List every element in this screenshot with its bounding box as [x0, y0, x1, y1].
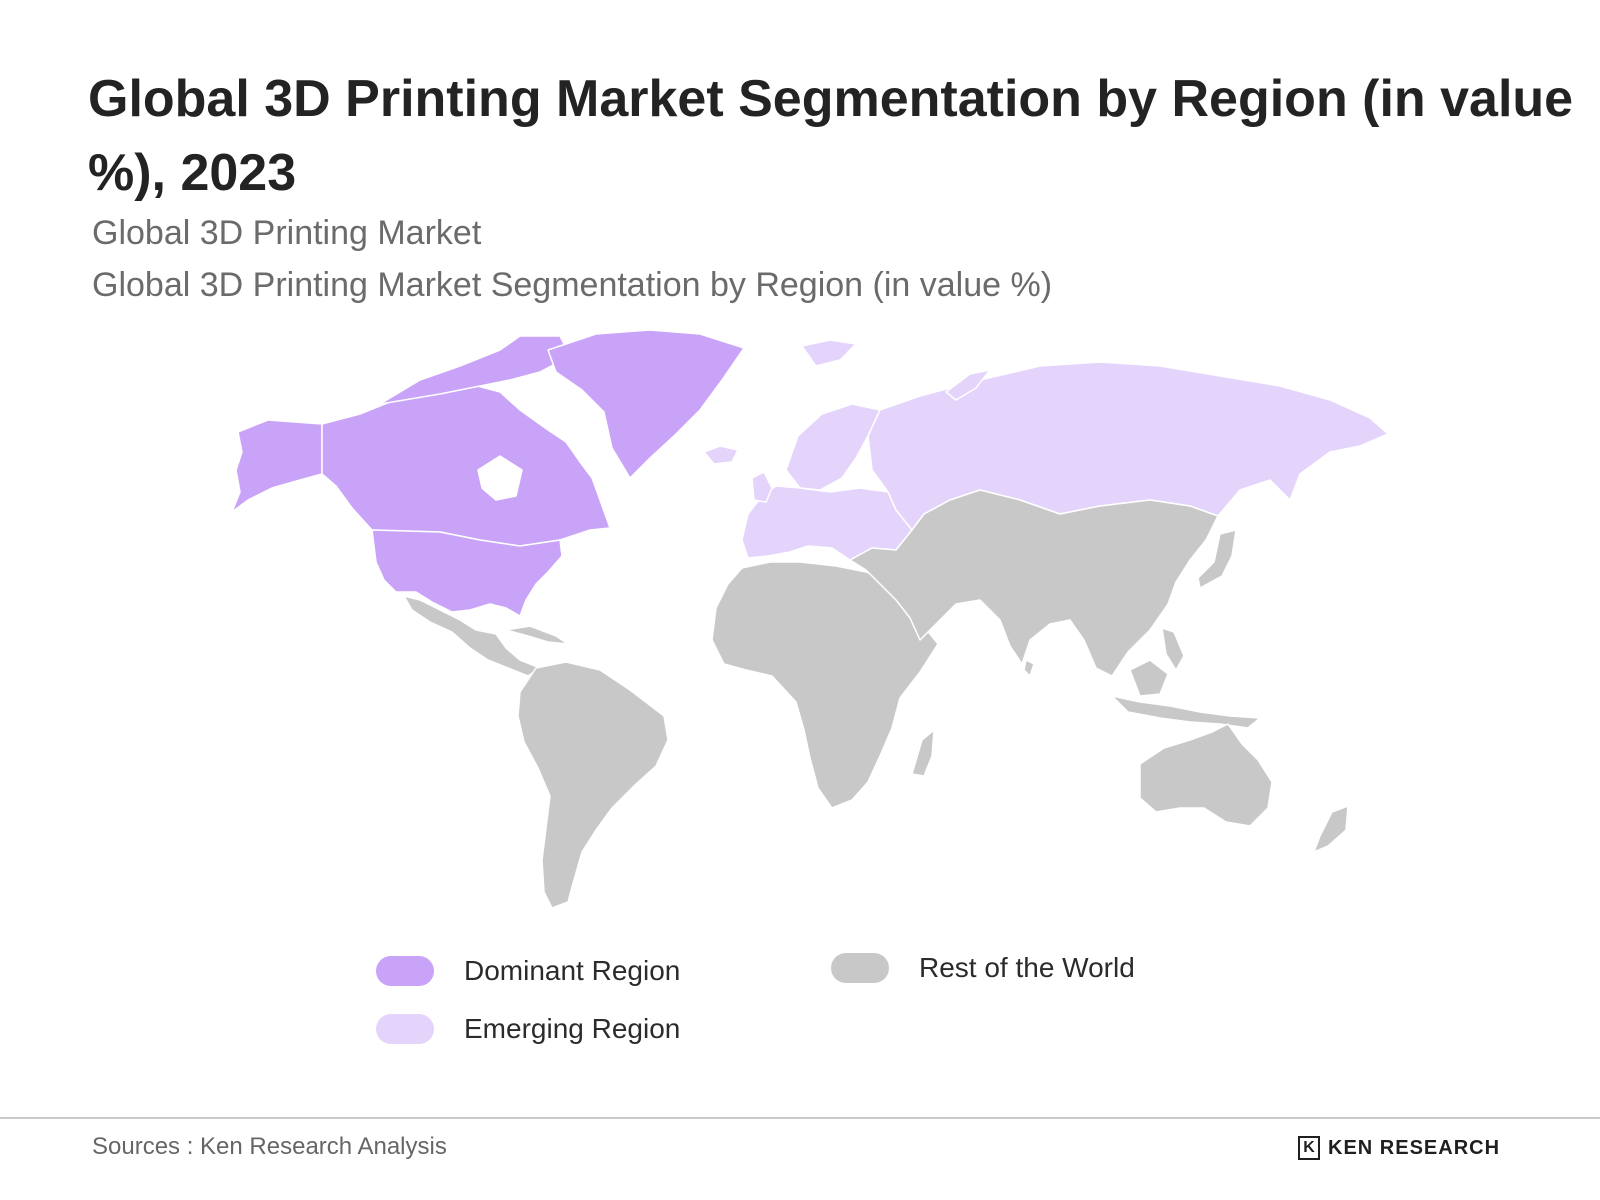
legend-label-dominant: Dominant Region	[464, 955, 681, 986]
legend-swatch-emerging	[376, 1014, 434, 1044]
logo-mark: K	[1298, 1136, 1320, 1160]
region-japan	[1197, 529, 1237, 589]
footer-divider	[0, 1117, 1600, 1119]
legend-label-rest: Rest of the World	[919, 952, 1135, 983]
region-iceland	[703, 445, 739, 465]
region-new-zealand	[1313, 805, 1349, 853]
region-alaska	[231, 419, 323, 513]
region-indonesia	[1111, 695, 1261, 729]
legend-item-dominant: Dominant Region	[376, 955, 680, 987]
legend-label-emerging: Emerging Region	[464, 1013, 681, 1044]
region-sri-lanka	[1023, 659, 1035, 677]
region-usa	[371, 529, 563, 617]
legend-swatch-dominant	[376, 956, 434, 986]
region-novaya-zemlya	[945, 369, 991, 401]
region-scandinavia	[785, 403, 881, 491]
region-greenland	[547, 329, 745, 479]
region-south-america	[517, 661, 669, 909]
subtitle-market: Global 3D Printing Market	[92, 214, 482, 252]
legend-item-rest: Rest of the World	[831, 952, 1135, 984]
legend-item-emerging: Emerging Region	[376, 1013, 680, 1045]
region-borneo	[1129, 659, 1169, 697]
world-map	[231, 329, 1389, 909]
region-australia	[1139, 723, 1273, 827]
region-caribbean	[505, 625, 569, 645]
subtitle-segmentation: Global 3D Printing Market Segmentation b…	[92, 266, 1053, 304]
region-canada	[321, 383, 611, 547]
region-hudson-bay	[477, 455, 523, 501]
ken-research-logo: K KEN RESEARCH	[1298, 1136, 1500, 1160]
region-asia	[849, 489, 1219, 677]
region-madagascar	[911, 729, 935, 777]
region-philippines	[1161, 627, 1185, 671]
region-uk	[751, 471, 773, 503]
chart-title: Global 3D Printing Market Segmentation b…	[88, 70, 1574, 202]
legend-swatch-rest	[831, 953, 889, 983]
logo-text: KEN RESEARCH	[1328, 1136, 1501, 1159]
sources-note: Sources : Ken Research Analysis	[92, 1133, 447, 1160]
region-svalbard	[801, 339, 857, 367]
